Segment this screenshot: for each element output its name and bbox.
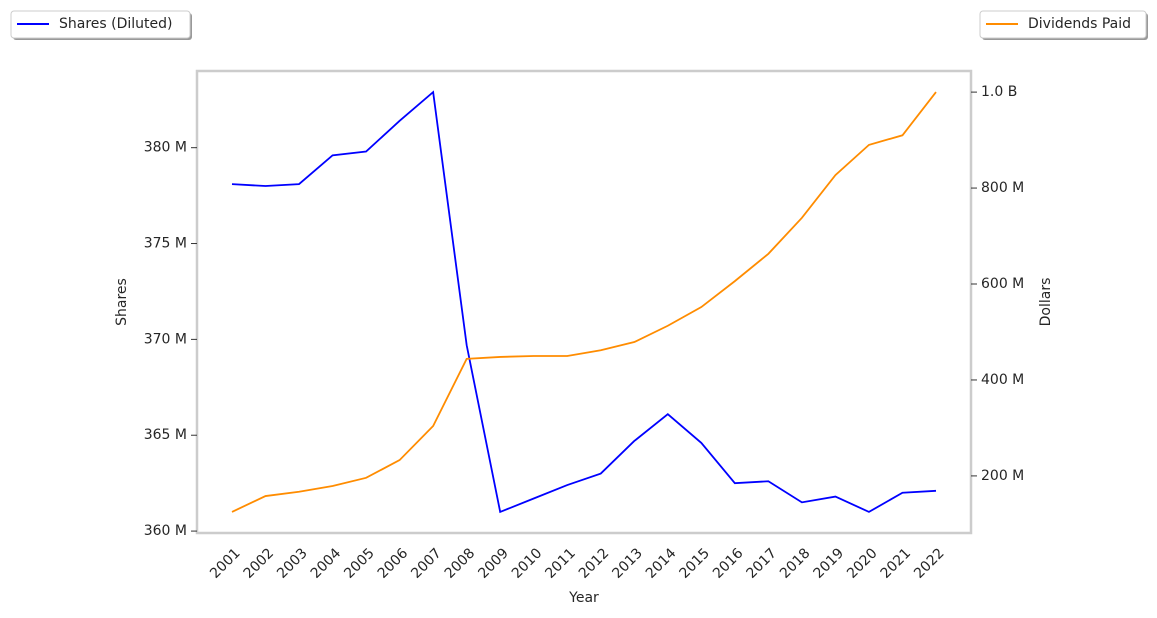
x-tick-label: 2020 [844, 545, 881, 582]
y2-tick-label: 200 M [981, 468, 1024, 484]
y2-tick-label: 400 M [981, 372, 1024, 388]
y-tick-label: 375 M [144, 236, 187, 252]
legend-label: Shares (Diluted) [59, 16, 173, 32]
series-line [231, 91, 937, 513]
x-tick-label: 2018 [777, 545, 814, 582]
y2-tick-label: 600 M [981, 276, 1024, 292]
x-tick-label: 2002 [241, 545, 278, 582]
x-tick-label: 2006 [375, 545, 412, 582]
legend-label: Dividends Paid [1028, 16, 1131, 32]
legend-box [10, 10, 191, 39]
x-tick-label: 2017 [744, 545, 781, 582]
series-line [231, 90, 937, 514]
x-tick-label: 2014 [643, 545, 680, 582]
y2-tick-label: 1.0 B [981, 84, 1017, 100]
x-tick-label: 2011 [542, 545, 579, 582]
x-tick-label: 2004 [308, 545, 345, 582]
x-tick-label: 2016 [710, 545, 747, 582]
legend-box [979, 10, 1147, 39]
x-axis-label: Year [568, 590, 599, 606]
x-tick-label: 2001 [207, 545, 244, 582]
x-tick-label: 2012 [576, 545, 613, 582]
y2-tick-label: 800 M [981, 180, 1024, 196]
y-tick-label: 380 M [144, 140, 187, 156]
x-tick-label: 2021 [878, 545, 915, 582]
x-tick-label: 2007 [408, 545, 445, 582]
y-axis-label: Shares [114, 278, 130, 326]
legend-left [10, 10, 192, 40]
x-tick-label: 2013 [609, 545, 646, 582]
x-tick-label: 2009 [475, 545, 512, 582]
y2-axis-label: Dollars [1038, 278, 1054, 327]
legend-right [979, 10, 1148, 40]
x-tick-label: 2019 [811, 545, 848, 582]
plot-frame [195, 69, 973, 535]
y-tick-label: 365 M [144, 427, 187, 443]
x-tick-label: 2022 [911, 545, 948, 582]
x-tick-label: 2010 [509, 545, 546, 582]
x-tick-label: 2003 [274, 545, 311, 582]
y-tick-label: 360 M [144, 523, 187, 539]
y-tick-label: 370 M [144, 331, 187, 347]
x-tick-label: 2005 [341, 545, 378, 582]
x-tick-label: 2015 [676, 545, 713, 582]
x-tick-label: 2008 [442, 545, 479, 582]
